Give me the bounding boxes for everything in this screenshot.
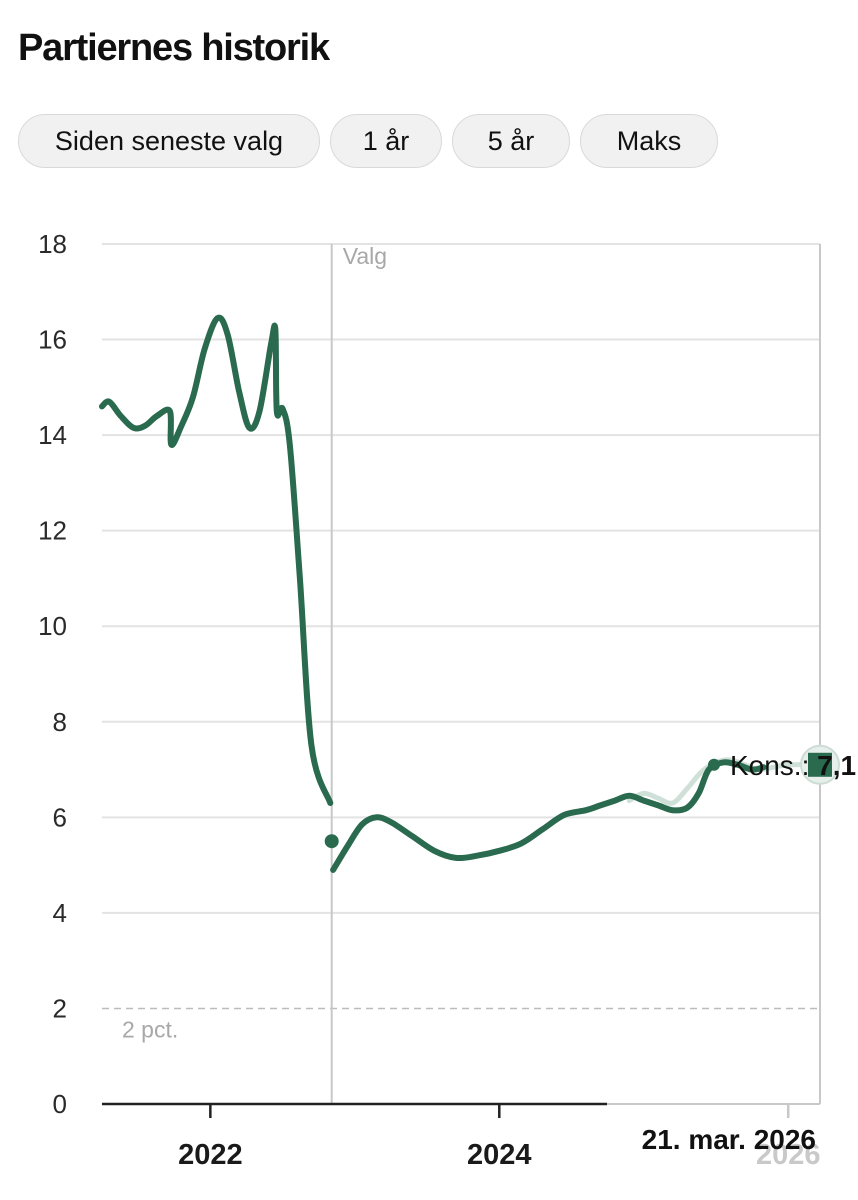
series-group (99, 314, 823, 873)
series-line-1 (99, 314, 334, 806)
threshold: 2 pct. (102, 1007, 820, 1042)
series-line-2 (330, 759, 767, 873)
x-tick-2026: 2026 (756, 1139, 821, 1171)
y-tick-14: 14 (38, 420, 67, 450)
period-tabs: Siden seneste valg 1 år 5 år Maks (18, 114, 718, 168)
y-tick-2: 2 (53, 993, 67, 1023)
tab-siden-seneste-valg[interactable]: Siden seneste valg (18, 114, 320, 168)
current-party-label: Kons.: (730, 750, 809, 781)
page-title: Partiernes historik (18, 27, 330, 69)
date-label: 21. mar. 2026 (642, 1124, 816, 1155)
x-tick-2022: 2022 (178, 1139, 243, 1171)
current-value-label: Kons.: 7,1 (707, 750, 856, 781)
y-tick-4: 4 (53, 898, 67, 928)
tab-1-aar[interactable]: 1 år (330, 114, 442, 168)
threshold-label: 2 pct. (122, 1016, 178, 1042)
history-chart: 2 pct. Valg 0 2 4 6 8 10 12 14 16 18 2022 2024 2026… (38, 229, 856, 1171)
y-tick-18: 18 (38, 229, 67, 259)
y-tick-6: 6 (53, 802, 67, 832)
x-axis: 2022 2024 2026 (102, 1102, 821, 1171)
tab-maks[interactable]: Maks (580, 114, 718, 168)
y-axis: 0 2 4 6 8 10 12 14 16 18 (38, 229, 67, 1119)
y-tick-8: 8 (53, 707, 67, 737)
y-tick-12: 12 (38, 516, 67, 546)
current-value: 7,1 (817, 750, 856, 781)
svg-text:Kons.: 7,1: Kons.: 7,1 (730, 750, 856, 781)
y-tick-16: 16 (38, 325, 67, 355)
grid (102, 243, 820, 914)
tab-5-aar[interactable]: 5 år (452, 114, 570, 168)
election: Valg (330, 243, 387, 1104)
current-legend-dot (707, 758, 720, 771)
x-tick-2024: 2024 (467, 1139, 532, 1171)
markers (324, 744, 840, 849)
marker-latest (808, 752, 832, 777)
election-label: Valg (343, 243, 387, 269)
y-tick-10: 10 (38, 611, 67, 641)
marker-election-result (324, 834, 339, 849)
y-tick-0: 0 (53, 1089, 67, 1119)
